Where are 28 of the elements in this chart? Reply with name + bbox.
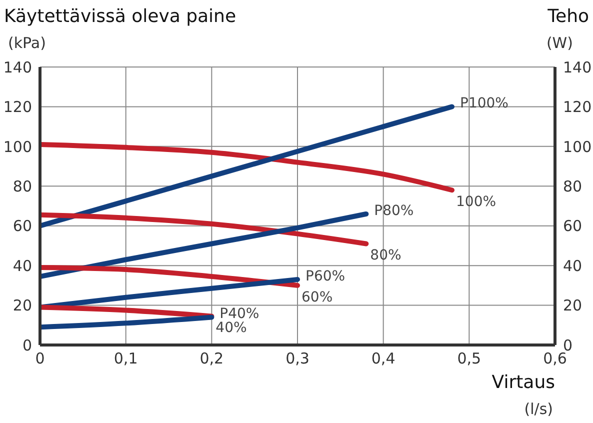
y-tick-label: 120 [3,98,32,116]
x-tick-label: 0 [35,350,45,368]
x-axis-title: Virtaus (l/s) [492,372,555,418]
y-tick-label: 80 [12,177,32,196]
y2-tick-label: 100 [563,138,592,156]
series-label: 40% [216,320,247,336]
y2-axis-title: Teho (W) [546,6,589,52]
y-tick-label: 0 [22,336,32,354]
y-tick-label: 40 [12,256,32,275]
y2-tick-label: 60 [563,217,582,236]
x-tick-label: 0,5 [457,350,482,368]
y-tick-label: 20 [12,296,32,315]
x-tick-label: 0,3 [286,350,310,368]
y2-tick-label: 40 [563,256,582,275]
series-label: P60% [306,268,346,284]
y-tick-label: 100 [3,138,32,156]
y2-tick-label: 140 [563,58,592,76]
y2-tick-label: 120 [563,98,592,116]
series-label: 60% [302,289,333,306]
x-tick-label: 0,2 [200,350,224,368]
y-tick-label: 140 [3,58,32,76]
y2-tick-label: 80 [563,177,582,196]
y2-tick-label: 20 [563,296,582,315]
x-tick-label: 0,1 [114,350,138,368]
y-tick-label: 60 [12,217,32,236]
series-label: P40% [220,306,260,322]
y-axis-title: Käytettävissä oleva paine (kPa) [4,6,236,52]
x-tick-label: 0,4 [371,350,396,368]
